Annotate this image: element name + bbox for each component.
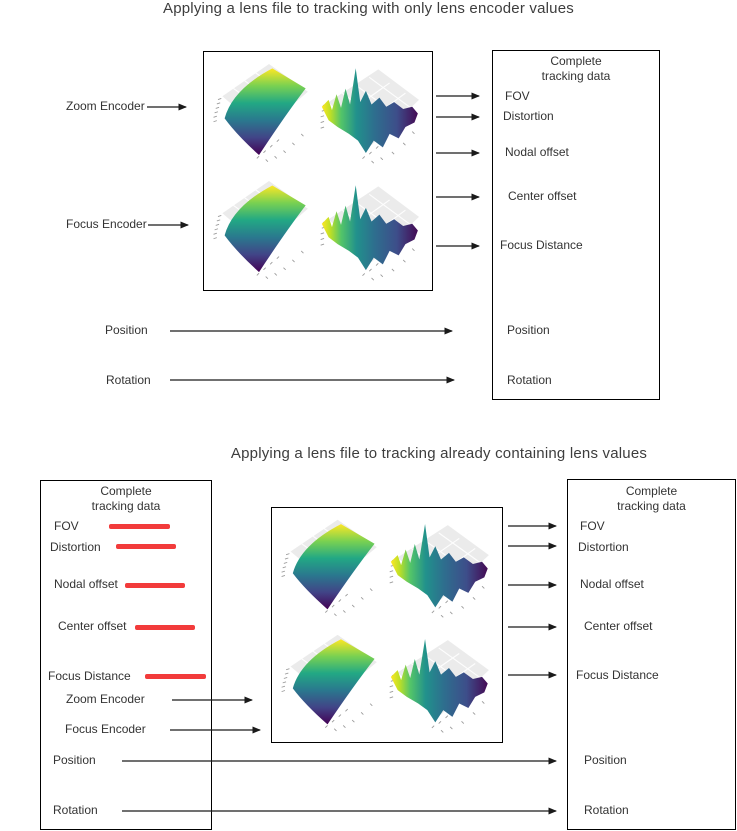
bottom-left-item-center-offset: Center offset [58,619,127,633]
strike-line-distortion [116,544,176,549]
strike-line-nodal-offset [125,583,185,588]
bottom-left-item-zoom-encoder: Zoom Encoder [66,692,145,706]
strike-line-fov [109,524,170,529]
bottom-right-item-center-offset: Center offset [584,619,653,633]
top-item-distortion: Distortion [503,109,554,123]
bottom-right-item-position: Position [584,753,627,767]
top-item-position: Position [507,323,550,337]
top-item-focus-distance: Focus Distance [500,238,583,252]
top-item-fov: FOV [505,89,530,103]
bottom-left-item-focus-distance: Focus Distance [48,669,131,683]
top-zoom-encoder-label: Zoom Encoder [66,99,145,113]
bottom-lens-curves-plot-grid [272,508,502,742]
bottom-left-item-distortion: Distortion [50,540,101,554]
bottom-left-item-focus-encoder: Focus Encoder [65,722,146,736]
strike-line-center-offset [135,625,195,630]
top-focus-encoder-label: Focus Encoder [66,217,147,231]
bottom-left-item-fov: FOV [54,519,79,533]
bottom-output-tracking-box [567,479,736,830]
bottom-right-item-rotation: Rotation [584,803,629,817]
bottom-right-item-focus-distance: Focus Distance [576,668,659,682]
top-diagram-title: Applying a lens file to tracking with on… [163,0,574,17]
bottom-left-item-nodal-offset: Nodal offset [54,577,118,591]
top-tracking-data-box [492,50,660,400]
bottom-right-item-nodal-offset: Nodal offset [580,577,644,591]
bottom-right-item-fov: FOV [580,519,605,533]
bottom-left-item-position: Position [53,753,96,767]
bottom-diagram-title: Applying a lens file to tracking already… [230,445,648,462]
top-item-nodal-offset: Nodal offset [505,145,569,159]
bottom-input-tracking-header: Complete tracking data [91,484,161,513]
bottom-output-tracking-header: Complete tracking data [617,484,686,513]
top-tracking-data-header: Complete tracking data [541,54,611,83]
bottom-right-item-distortion: Distortion [578,540,629,554]
top-rotation-label: Rotation [106,373,151,387]
top-item-rotation: Rotation [507,373,552,387]
bottom-input-tracking-box [40,480,212,830]
top-lens-curves-plot-grid [204,52,432,290]
strike-line-focus-distance [145,674,206,679]
top-position-label: Position [105,323,148,337]
bottom-left-item-rotation: Rotation [53,803,98,817]
top-item-center-offset: Center offset [508,189,577,203]
